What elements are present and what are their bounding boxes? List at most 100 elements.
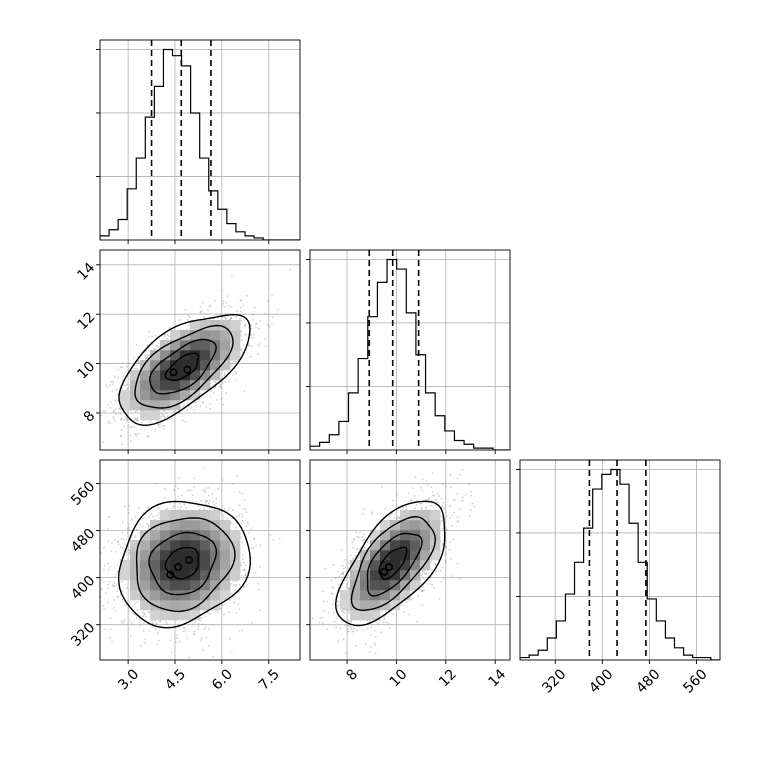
sample-point — [111, 640, 114, 643]
sample-point — [75, 619, 77, 621]
sample-point — [185, 506, 187, 509]
sample-point — [177, 623, 179, 626]
sample-point — [238, 583, 241, 586]
sample-point — [184, 421, 187, 424]
sample-point — [127, 504, 130, 507]
scatter-frame-0-1 — [99, 249, 301, 451]
sample-point — [158, 506, 160, 509]
sample-point — [188, 488, 191, 491]
sample-point — [130, 634, 132, 637]
sample-point — [244, 564, 247, 567]
density-cell — [150, 400, 161, 411]
sample-point — [131, 622, 133, 624]
sample-point — [204, 500, 207, 503]
sample-point — [239, 310, 242, 313]
sample-point — [180, 494, 183, 497]
sample-point — [112, 607, 115, 609]
density-cell — [140, 380, 151, 391]
sample-point — [165, 508, 168, 511]
sample-point — [219, 383, 222, 386]
sample-point — [277, 309, 279, 311]
sample-point — [147, 354, 150, 357]
sample-point — [212, 624, 215, 626]
density-cell — [230, 320, 241, 331]
sample-point — [107, 404, 109, 406]
sample-point — [226, 315, 229, 318]
sample-point — [157, 423, 160, 426]
density-cell — [130, 370, 141, 381]
sample-point — [143, 613, 146, 615]
sample-point — [240, 330, 243, 332]
sample-point — [179, 640, 181, 643]
sample-point — [157, 424, 160, 426]
histogram-step-2 — [520, 468, 720, 660]
sample-point — [109, 628, 112, 631]
sample-point — [177, 495, 179, 498]
sample-point — [247, 520, 249, 523]
sample-point — [116, 570, 119, 573]
sample-point — [183, 626, 185, 629]
sample-point — [119, 419, 122, 421]
sample-point — [205, 636, 207, 639]
sample-point — [215, 399, 218, 401]
sample-point — [235, 379, 238, 382]
sample-point — [117, 368, 120, 371]
sample-point — [145, 356, 148, 359]
sample-point — [114, 411, 117, 414]
sample-point — [222, 403, 225, 406]
sample-point — [241, 339, 243, 341]
sample-point — [182, 419, 184, 422]
sample-point — [243, 568, 246, 571]
sample-point — [235, 526, 238, 529]
sample-point — [242, 561, 245, 564]
sample-point — [240, 299, 243, 302]
sample-point — [209, 403, 212, 405]
sample-point — [208, 499, 211, 502]
sample-point — [202, 301, 205, 304]
sample-point — [238, 504, 241, 507]
sample-point — [157, 345, 160, 348]
sample-point — [175, 637, 178, 639]
sample-point — [201, 401, 204, 403]
sample-point — [138, 507, 141, 510]
sample-point — [238, 491, 241, 493]
sample-point — [251, 621, 254, 624]
sample-point — [121, 622, 124, 624]
density-cell — [180, 390, 191, 401]
density-cell — [180, 360, 191, 371]
sample-point — [211, 507, 214, 510]
density-cell — [180, 370, 191, 381]
sample-point — [135, 529, 138, 531]
sample-point — [209, 613, 211, 616]
sample-point — [126, 418, 129, 420]
sample-point — [164, 333, 167, 336]
sample-point — [108, 420, 111, 423]
sample-point — [159, 620, 162, 623]
sample-point — [195, 403, 198, 406]
sample-point — [120, 620, 123, 622]
sample-point — [201, 623, 204, 626]
sample-point — [125, 544, 127, 547]
sample-point — [117, 543, 120, 546]
density-cell — [150, 380, 161, 391]
sample-point — [241, 629, 243, 632]
sample-point — [184, 309, 187, 312]
density-cell — [140, 370, 151, 381]
sample-point — [102, 409, 105, 412]
sample-point — [241, 558, 244, 560]
density-cell — [210, 370, 221, 381]
sample-point — [143, 622, 145, 625]
sample-point — [62, 419, 64, 421]
sample-point — [238, 608, 241, 611]
sample-point — [83, 602, 85, 604]
sample-point — [163, 335, 166, 338]
sample-point — [177, 487, 180, 489]
sample-point — [156, 507, 159, 510]
density-cell — [120, 390, 131, 401]
density-cell — [170, 340, 181, 351]
sample-point — [182, 630, 185, 633]
sample-point — [186, 637, 188, 640]
sample-point — [130, 440, 132, 443]
sample-point — [187, 656, 190, 659]
sample-point — [248, 531, 250, 534]
